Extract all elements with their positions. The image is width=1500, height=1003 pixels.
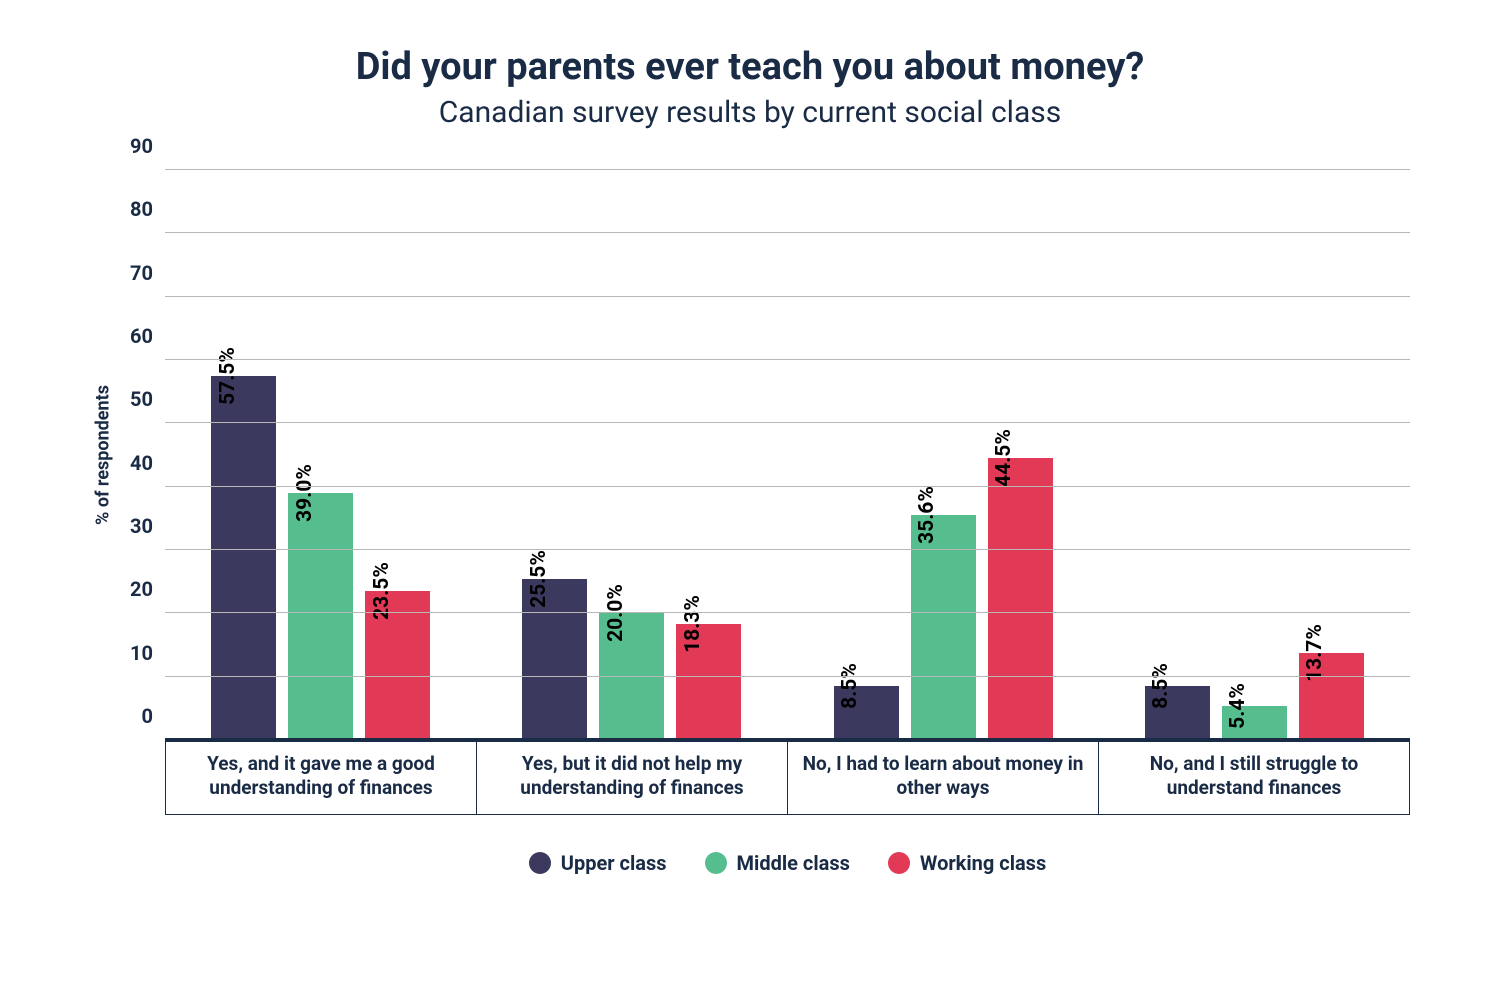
gridline (165, 296, 1410, 297)
bar: 20.0% (599, 613, 664, 740)
gridline (165, 422, 1410, 423)
bar: 25.5% (522, 579, 587, 741)
plot-area: % of respondents 57.5%39.0%23.5%25.5%20.… (165, 170, 1410, 740)
bar: 5.4% (1222, 706, 1287, 740)
legend-label: Working class (920, 851, 1046, 875)
bar: 57.5% (211, 376, 276, 740)
y-axis-label: % of respondents (93, 385, 114, 525)
y-tick: 70 (130, 261, 153, 285)
bar-group: 57.5%39.0%23.5% (165, 170, 476, 740)
bar-value-label: 57.5% (216, 347, 244, 405)
chart-title: Did your parents ever teach you about mo… (90, 45, 1410, 89)
legend-swatch (705, 852, 727, 874)
bars-region: 57.5%39.0%23.5%25.5%20.0%18.3%8.5%35.6%4… (165, 170, 1410, 740)
y-tick: 10 (130, 641, 153, 665)
legend-item: Working class (888, 851, 1046, 875)
x-axis: Yes, and it gave me a good understanding… (165, 740, 1410, 815)
chart-container: Did your parents ever teach you about mo… (90, 45, 1410, 875)
bar-value-label: 25.5% (527, 550, 555, 608)
bar-group: 25.5%20.0%18.3% (476, 170, 787, 740)
gridline (165, 676, 1410, 677)
x-category-label: No, and I still struggle to understand f… (1099, 740, 1410, 815)
gridline (165, 486, 1410, 487)
bar-value-label: 8.5% (1149, 663, 1177, 709)
bar: 18.3% (676, 624, 741, 740)
bar: 8.5% (834, 686, 899, 740)
y-tick: 60 (130, 324, 153, 348)
legend-label: Upper class (561, 851, 667, 875)
x-category-label: No, I had to learn about money in other … (788, 740, 1099, 815)
bar-value-label: 5.4% (1226, 683, 1254, 729)
legend-swatch (888, 852, 910, 874)
y-tick: 50 (130, 387, 153, 411)
bar-value-label: 20.0% (604, 584, 632, 642)
bar: 23.5% (365, 591, 430, 740)
x-category-label: Yes, and it gave me a good understanding… (165, 740, 477, 815)
legend-item: Middle class (705, 851, 850, 875)
bar-value-label: 39.0% (293, 464, 321, 522)
legend-label: Middle class (737, 851, 850, 875)
chart-subtitle: Canadian survey results by current socia… (90, 95, 1410, 130)
gridline (165, 549, 1410, 550)
y-tick: 90 (130, 134, 153, 158)
gridline (165, 232, 1410, 233)
bar-value-label: 8.5% (838, 663, 866, 709)
gridline (165, 359, 1410, 360)
legend: Upper class Middle class Working class (165, 851, 1410, 875)
y-tick: 40 (130, 451, 153, 475)
bar: 13.7% (1299, 653, 1364, 740)
legend-item: Upper class (529, 851, 667, 875)
bar: 8.5% (1145, 686, 1210, 740)
y-tick: 30 (130, 514, 153, 538)
y-tick: 0 (142, 704, 153, 728)
bar-group: 8.5% 5.4% 13.7% (1099, 170, 1410, 740)
x-category-label: Yes, but it did not help my understandin… (477, 740, 788, 815)
gridline (165, 169, 1410, 170)
gridline (165, 612, 1410, 613)
legend-swatch (529, 852, 551, 874)
bar-value-label: 18.3% (681, 595, 709, 653)
bar-value-label: 35.6% (915, 486, 943, 544)
y-tick: 20 (130, 577, 153, 601)
bar-value-label: 44.5% (992, 429, 1020, 487)
bar-value-label: 13.7% (1303, 624, 1331, 682)
bar: 44.5% (988, 458, 1053, 740)
bar-group: 8.5% 35.6% 44.5% (788, 170, 1099, 740)
y-tick: 80 (130, 197, 153, 221)
bar: 39.0% (288, 493, 353, 740)
